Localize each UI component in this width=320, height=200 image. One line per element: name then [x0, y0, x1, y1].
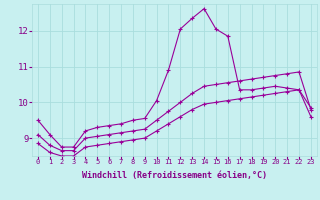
X-axis label: Windchill (Refroidissement éolien,°C): Windchill (Refroidissement éolien,°C): [82, 171, 267, 180]
